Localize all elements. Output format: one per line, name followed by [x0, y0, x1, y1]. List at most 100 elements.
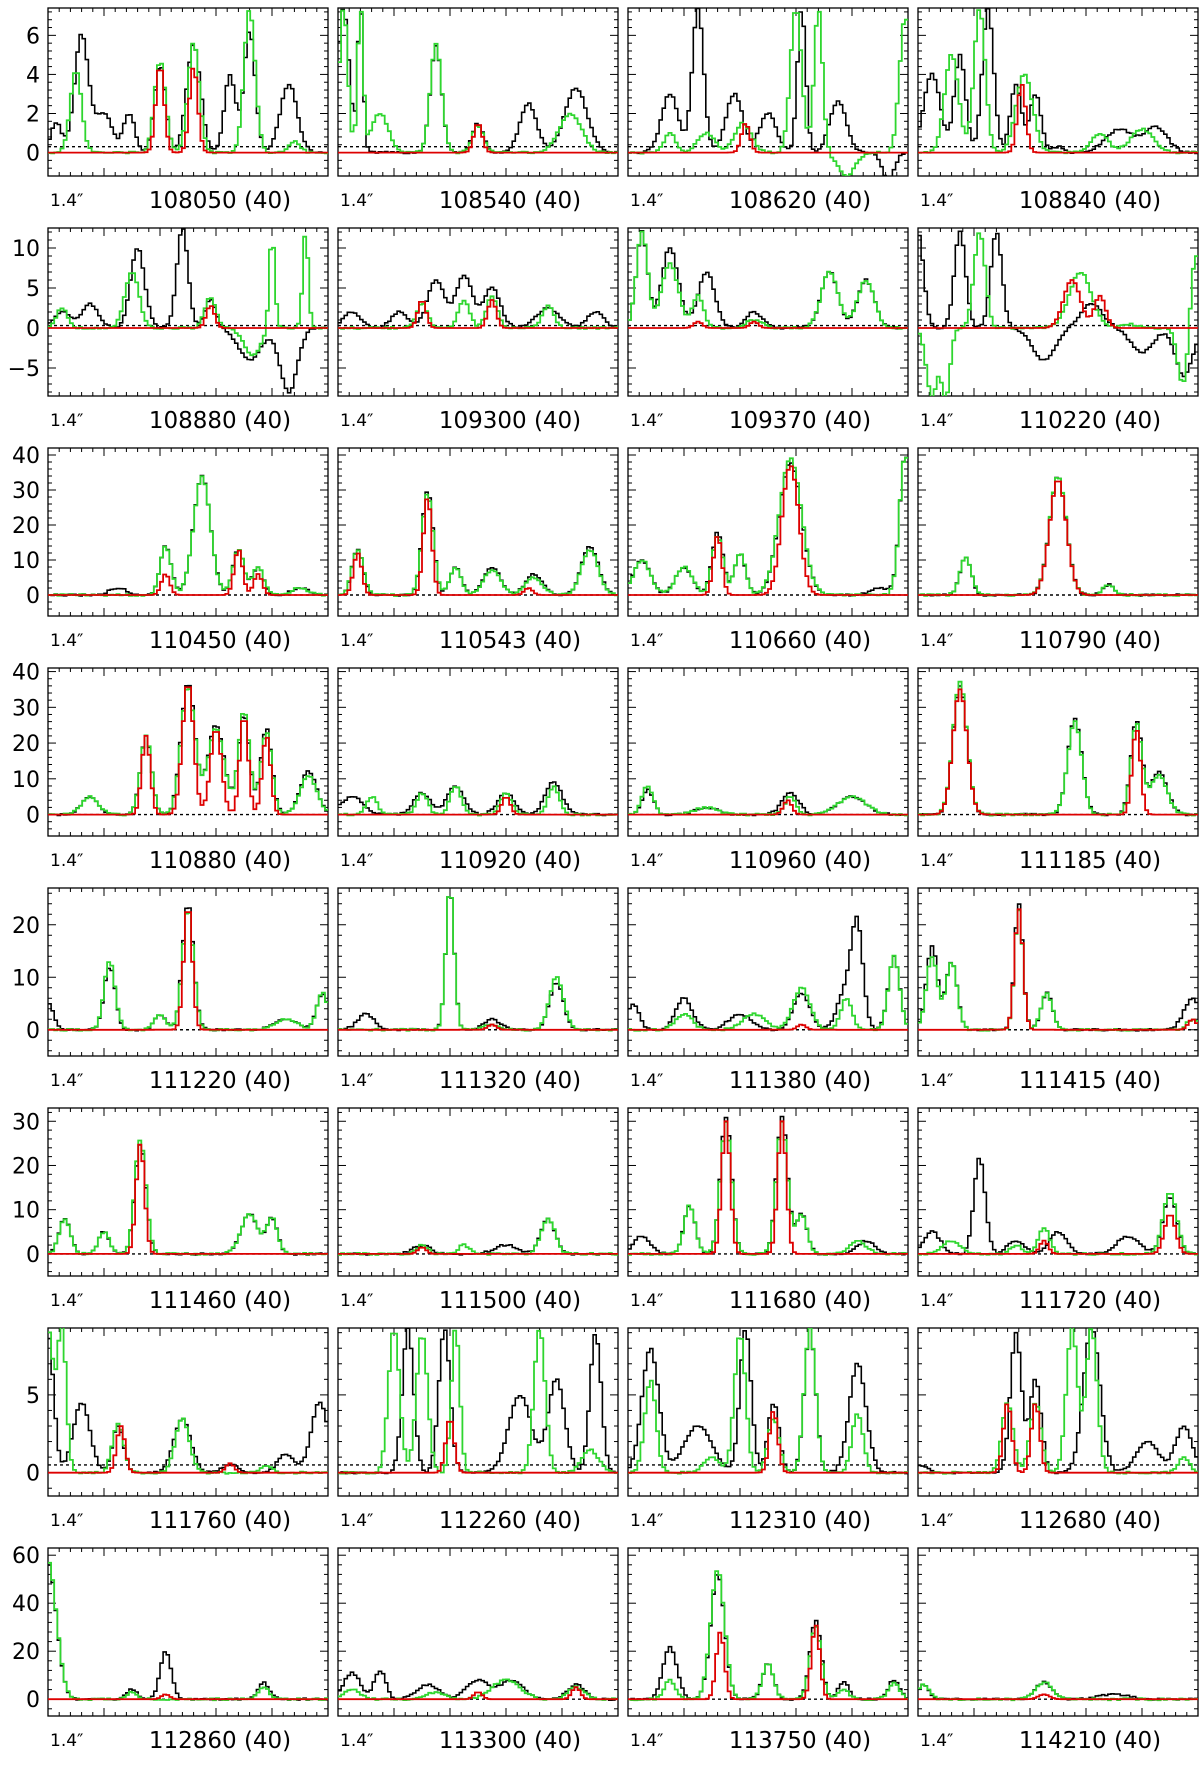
- full-model-spectrum: [918, 1681, 1198, 1702]
- species-model-spectrum: [628, 1120, 908, 1255]
- spectrum-panel: −5 0 5 10 1.4″ 108880 (40): [8, 227, 329, 434]
- full-model-spectrum: [338, 9, 618, 155]
- spectrum-panel: 1.4″ 112260 (40): [337, 1327, 619, 1534]
- panel-frequency-label: 110220 (40): [1019, 408, 1161, 434]
- panel-resolution-label: 1.4″: [50, 411, 83, 431]
- spectrum-panel: 1.4″ 108840 (40): [917, 7, 1199, 214]
- panel-frequency-label: 113750 (40): [729, 1728, 871, 1754]
- panel-frequency-label: 110543 (40): [439, 628, 581, 654]
- panel-resolution-label: 1.4″: [340, 1731, 373, 1751]
- species-model-spectrum: [48, 686, 328, 816]
- species-model-spectrum: [338, 1023, 618, 1031]
- panel-frame: [337, 667, 619, 837]
- full-model-spectrum: [338, 1678, 618, 1701]
- species-model-spectrum: [338, 1246, 618, 1255]
- panel-resolution-label: 1.4″: [50, 1071, 83, 1091]
- observed-spectrum: [48, 1337, 328, 1475]
- spectrum-panel: 1.4″ 110920 (40): [337, 667, 619, 874]
- species-model-spectrum: [628, 1624, 908, 1701]
- panel-frequency-label: 108620 (40): [729, 188, 871, 214]
- y-tick-label: 40: [12, 1592, 40, 1617]
- y-tick-label: 0: [26, 317, 40, 342]
- observed-spectrum: [918, 8, 1198, 155]
- full-model-spectrum: [918, 909, 1198, 1032]
- y-tick-label: 30: [12, 1110, 40, 1135]
- y-tick-label: 0: [26, 1462, 40, 1487]
- panel-frame: [917, 447, 1199, 617]
- species-model-spectrum: [338, 124, 618, 154]
- full-model-spectrum: [628, 1570, 908, 1702]
- spectrum-panel: 1.4″ 113300 (40): [337, 1547, 619, 1754]
- panel-frame: [917, 887, 1199, 1057]
- y-tick-label: 30: [12, 696, 40, 721]
- panel-resolution-label: 1.4″: [340, 851, 373, 871]
- y-tick-label: 0: [26, 142, 40, 167]
- panel-frame: [337, 1547, 619, 1717]
- panel-resolution-label: 1.4″: [340, 1511, 373, 1531]
- panel-frequency-label: 108840 (40): [1019, 188, 1161, 214]
- panel-frequency-label: 114210 (40): [1019, 1728, 1161, 1754]
- observed-spectrum: [918, 476, 1198, 597]
- spectrum-panel: 1.4″ 111680 (40): [627, 1107, 909, 1314]
- panel-frequency-label: 111720 (40): [1019, 1288, 1161, 1314]
- species-model-spectrum: [338, 498, 618, 596]
- panel-frame: [337, 227, 619, 397]
- y-tick-label: 4: [26, 63, 40, 88]
- spectrum-panel: 1.4″ 114210 (40): [917, 1547, 1199, 1754]
- panel-resolution-label: 1.4″: [340, 631, 373, 651]
- species-model-spectrum: [918, 1693, 1198, 1701]
- panel-frame: [47, 1547, 329, 1717]
- species-model-spectrum: [48, 1143, 328, 1255]
- panel-frequency-label: 111380 (40): [729, 1068, 871, 1094]
- observed-spectrum: [338, 1217, 618, 1256]
- species-model-spectrum: [338, 1420, 618, 1474]
- species-model-spectrum: [338, 797, 618, 816]
- observed-spectrum: [48, 228, 328, 394]
- y-tick-label: 30: [12, 479, 40, 504]
- y-tick-label: 0: [26, 1019, 40, 1044]
- panel-frequency-label: 111415 (40): [1019, 1068, 1161, 1094]
- panel-frame: [917, 7, 1199, 177]
- panel-frame: [337, 7, 619, 177]
- full-model-spectrum: [338, 785, 618, 817]
- species-model-spectrum: [918, 1214, 1198, 1255]
- spectrum-panel: 1.4″ 110543 (40): [337, 447, 619, 654]
- y-tick-label: 10: [12, 237, 40, 262]
- y-tick-label: 5: [26, 1384, 40, 1409]
- full-model-spectrum: [48, 475, 328, 597]
- spectrum-panel: 1.4″ 111500 (40): [337, 1107, 619, 1314]
- spectrum-panel: 0 10 20 1.4″ 111220 (40): [12, 887, 329, 1094]
- y-tick-label: 0: [26, 1243, 40, 1268]
- panel-frequency-label: 111460 (40): [149, 1288, 291, 1314]
- spectrum-panel: 1.4″ 110960 (40): [627, 667, 909, 874]
- panel-frequency-label: 112260 (40): [439, 1508, 581, 1534]
- observed-spectrum: [628, 8, 908, 176]
- observed-spectrum: [918, 1157, 1198, 1256]
- spectrum-panel: 1.4″ 111185 (40): [917, 667, 1199, 874]
- panel-resolution-label: 1.4″: [340, 1071, 373, 1091]
- full-model-spectrum: [338, 1217, 618, 1256]
- full-model-spectrum: [338, 493, 618, 597]
- y-tick-label: 40: [12, 444, 40, 469]
- spectrum-panel: 1.4″ 108620 (40): [627, 7, 909, 214]
- species-model-spectrum: [628, 320, 908, 329]
- observed-spectrum: [918, 1328, 1198, 1475]
- spectrum-panel: 0 10 20 30 40 1.4″ 110450 (40): [12, 444, 329, 654]
- panel-frame: [917, 1547, 1199, 1717]
- panel-frequency-label: 113300 (40): [439, 1728, 581, 1754]
- observed-spectrum: [338, 896, 618, 1032]
- species-model-spectrum: [338, 299, 618, 329]
- full-model-spectrum: [628, 230, 908, 330]
- full-model-spectrum: [48, 912, 328, 1032]
- panel-frequency-label: 108540 (40): [439, 188, 581, 214]
- panel-frame: [47, 447, 329, 617]
- observed-spectrum: [338, 1328, 618, 1475]
- species-model-spectrum: [918, 908, 1198, 1031]
- full-model-spectrum: [48, 1561, 328, 1702]
- full-model-spectrum: [628, 456, 908, 597]
- y-tick-label: 6: [26, 24, 40, 49]
- panel-frequency-label: 111220 (40): [149, 1068, 291, 1094]
- panel-frame: [917, 1327, 1199, 1497]
- panel-frame: [337, 887, 619, 1057]
- panel-resolution-label: 1.4″: [340, 1291, 373, 1311]
